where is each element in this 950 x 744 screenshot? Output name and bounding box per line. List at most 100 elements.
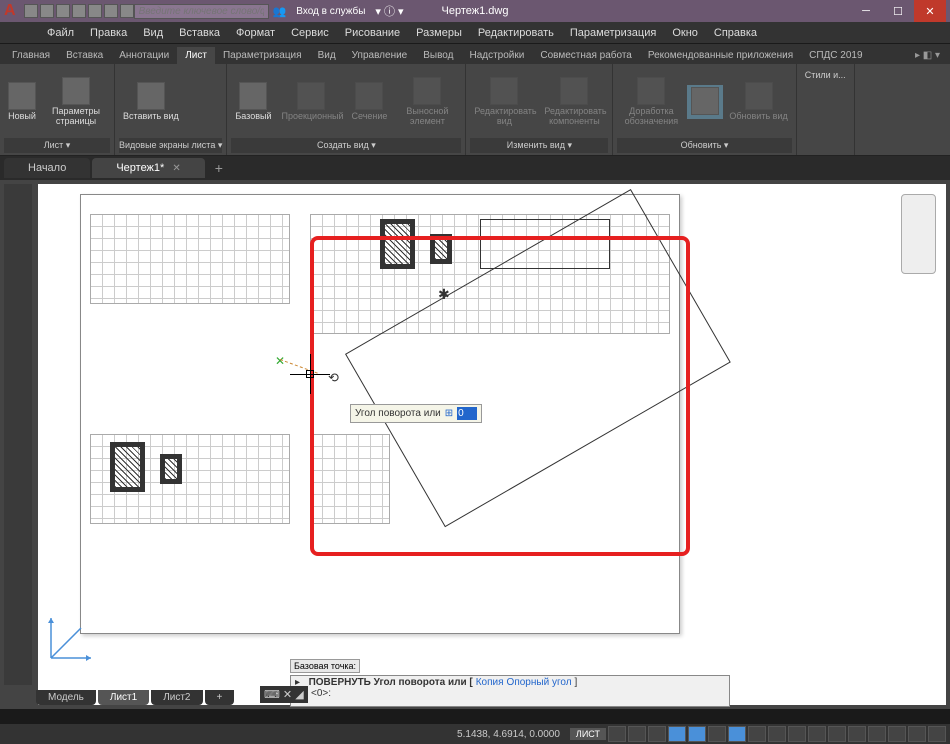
people-icon[interactable]: 👥 [273,5,287,18]
status-polar-icon[interactable] [668,726,686,742]
ribbon-panel-title[interactable]: Лист ▾ [4,138,110,153]
menu-вставка[interactable]: Вставка [172,25,227,41]
status-annomon-icon[interactable] [788,726,806,742]
ribbon-tab-11[interactable]: СПДС 2019 [801,47,870,64]
status-isolate-icon[interactable] [868,726,886,742]
signin-link[interactable]: Вход в службы [296,6,365,17]
status-ortho-icon[interactable] [648,726,666,742]
command-history-line: Базовая точка: [290,659,360,673]
ribbon-button-icon [355,82,383,110]
ribbon-tab-10[interactable]: Рекомендованные приложения [640,47,801,64]
ribbon-button-icon [745,82,773,110]
drawing-thick-rect-1[interactable] [430,234,452,264]
ribbon-button-label: Выносной элемент [397,107,457,127]
menu-файл[interactable]: Файл [40,25,81,41]
minimize-button[interactable]: ─ [850,0,882,22]
status-clean-icon[interactable] [908,726,926,742]
layout-tab-2[interactable]: Лист2 [151,690,202,705]
status-workspace-icon[interactable] [828,726,846,742]
add-layout-button[interactable]: + [205,690,235,705]
menu-параметризация[interactable]: Параметризация [563,25,663,41]
ribbon-tab-1[interactable]: Вставка [58,47,111,64]
ribbon-button-4-0: Доработка обозначения [617,75,685,129]
menu-вид[interactable]: Вид [136,25,170,41]
doc-tab-1[interactable]: Чертеж1*✕ [92,158,204,178]
ribbon-tab-5[interactable]: Вид [310,47,344,64]
ribbon-button-0-1[interactable]: Параметры страницы [42,75,110,129]
menu-сервис[interactable]: Сервис [284,25,336,41]
drawing-thick-rect-3[interactable] [160,454,182,484]
space-indicator[interactable]: ЛИСТ [570,728,606,740]
layout-tab-0[interactable]: Модель [36,690,96,705]
viewport-grid-0[interactable] [90,214,290,304]
maximize-button[interactable]: ☐ [882,0,914,22]
status-snap-icon[interactable] [628,726,646,742]
window-title: Чертеж1.dwg [442,5,509,17]
qat-new-icon[interactable] [24,4,38,18]
menu-окно[interactable]: Окно [665,25,705,41]
ribbon-button-icon [560,77,588,105]
search-input[interactable] [134,4,269,19]
ribbon-tab-8[interactable]: Надстройки [461,47,532,64]
command-tools[interactable]: ⌨ ✕ ◢ [260,686,308,703]
angle-input[interactable] [457,407,477,420]
cmd-option-refangle[interactable]: Опорный угол [507,677,572,688]
status-grid-icon[interactable] [608,726,626,742]
menu-правка[interactable]: Правка [83,25,134,41]
status-lock-icon[interactable] [848,726,866,742]
status-transparency-icon[interactable] [748,726,766,742]
add-tab-button[interactable]: + [207,160,231,176]
command-line[interactable]: ▸_ ПОВЕРНУТЬ Угол поворота или [ Копия О… [290,675,730,707]
ribbon-button-1-0[interactable]: Вставить вид [119,80,183,124]
viewport-grid-3[interactable] [310,434,390,524]
canvas[interactable]: ✱⟲✕Угол поворота или⊞ [38,184,946,705]
ribbon-tab-9[interactable]: Совместная работа [532,47,640,64]
drawing-thick-rect-0[interactable] [380,219,415,269]
ribbon-panel-title[interactable]: Видовые экраны листа ▾ [119,138,222,153]
doc-tab-0[interactable]: Начало [4,158,90,178]
status-custom-icon[interactable] [928,726,946,742]
ribbon-panel-title[interactable]: Создать вид ▾ [231,138,461,153]
help-icon[interactable]: ▾ ⓘ ▾ [375,3,403,19]
qat-saveas-icon[interactable] [72,4,86,18]
status-cycle-icon[interactable] [768,726,786,742]
close-tab-icon[interactable]: ✕ [172,163,180,174]
ribbon-panel-title[interactable]: Изменить вид ▾ [470,138,608,153]
qat-undo-icon[interactable] [104,4,118,18]
ribbon-tab-6[interactable]: Управление [344,47,416,64]
ribbon-toggle-icon[interactable]: ▸ ◧ ▾ [909,47,946,64]
dynamic-input-tooltip[interactable]: Угол поворота или⊞ [350,404,482,423]
ribbon-button-icon [413,77,441,105]
qat-redo-icon[interactable] [120,4,134,18]
menu-редактировать[interactable]: Редактировать [471,25,561,41]
drawing-thick-rect-2[interactable] [110,442,145,492]
status-hardware-icon[interactable] [888,726,906,742]
qat-open-icon[interactable] [40,4,54,18]
qat-save-icon[interactable] [56,4,70,18]
cmd-option-copy[interactable]: Копия [476,677,504,688]
status-lwt-icon[interactable] [728,726,746,742]
ribbon-button-0-0[interactable]: Новый [4,80,40,124]
status-osnap-icon[interactable] [688,726,706,742]
nav-cube[interactable] [901,194,936,274]
menu-формат[interactable]: Формат [229,25,282,41]
layout-tab-1[interactable]: Лист1 [98,690,149,705]
ribbon-tab-3[interactable]: Лист [177,47,215,64]
ribbon-tab-2[interactable]: Аннотации [111,47,177,64]
ribbon-button-2-0[interactable]: Базовый [231,80,275,124]
ribbon-tab-0[interactable]: Главная [4,47,58,64]
tooltip-label: Угол поворота или [355,408,441,419]
qat-print-icon[interactable] [88,4,102,18]
menu-размеры[interactable]: Размеры [409,25,469,41]
ribbon-tab-4[interactable]: Параметризация [215,47,310,64]
menu-справка[interactable]: Справка [707,25,764,41]
styles-label[interactable]: Стили и... [801,66,850,84]
ribbon-panel-title[interactable]: Обновить ▾ [617,138,791,153]
menu-рисование[interactable]: Рисование [338,25,407,41]
ribbon-button-4-1[interactable] [687,85,723,119]
status-otrack-icon[interactable] [708,726,726,742]
ribbon-tab-7[interactable]: Вывод [415,47,461,64]
command-text: ПОВЕРНУТЬ Угол поворота или [ [309,677,473,688]
close-button[interactable]: ✕ [914,0,946,22]
status-annoscale-icon[interactable] [808,726,826,742]
